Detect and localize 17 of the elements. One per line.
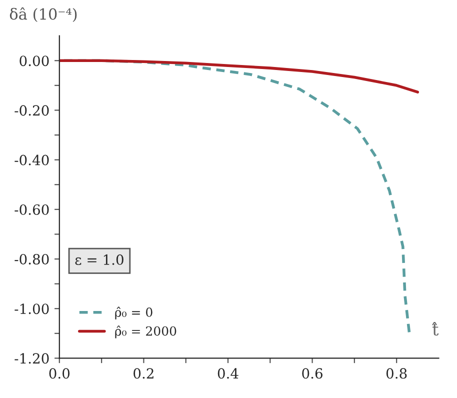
y-tick-label: -0.80 — [14, 254, 49, 264]
legend-label: ρ̂₀ = 0 — [115, 306, 152, 320]
x-tick-label: 0.0 — [49, 368, 70, 379]
y-tick-label: -1.20 — [14, 353, 49, 364]
x-tick-label: 0.4 — [218, 368, 238, 379]
x-axis-title: t̂ — [432, 322, 439, 336]
legend-label: ρ̂₀ = 2000 — [115, 326, 176, 338]
x-tick-label: 0.6 — [302, 368, 322, 379]
x-tick-label: 0.2 — [134, 368, 154, 379]
annotation: ε = 1.0 — [75, 254, 124, 265]
y-tick-label: -0.20 — [14, 105, 49, 116]
y-tick-label: -0.40 — [14, 154, 49, 166]
x-tick-label: 0.8 — [386, 368, 407, 379]
y-tick-label: -0.60 — [14, 204, 49, 215]
y-axis-title: δâ (10⁻⁴) — [10, 7, 77, 22]
y-tick-label: 0.00 — [20, 56, 49, 66]
y-tick-label: -1.00 — [14, 304, 49, 314]
